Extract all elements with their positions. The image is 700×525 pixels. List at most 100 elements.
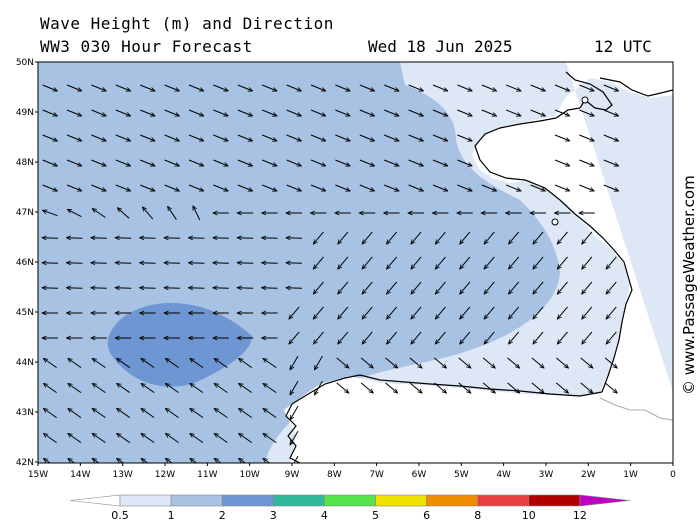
legend-label: 2 [219, 509, 226, 522]
wave-arrow [603, 134, 619, 141]
legend-label: 12 [573, 509, 587, 522]
wave-arrow [387, 281, 398, 294]
legend-swatch [170, 494, 223, 507]
island-dot [551, 218, 559, 226]
legend-high-arrow [579, 494, 630, 507]
wave-arrow [435, 281, 446, 294]
wave-arrow [313, 331, 324, 344]
wave-arrow [457, 184, 472, 191]
wave-arrow [43, 433, 57, 444]
wave-arrow [554, 109, 570, 116]
lat-label: 47N [16, 208, 34, 218]
wave-arrow [290, 380, 299, 395]
wave-arrow [580, 382, 593, 393]
wave-arrow [387, 256, 398, 269]
lat-label: 50N [16, 58, 34, 68]
coastline-channel [599, 77, 673, 97]
wave-arrow [286, 288, 303, 289]
wave-arrow [117, 433, 131, 444]
wave-arrow [286, 134, 302, 141]
legend-swatch [324, 494, 376, 507]
wave-arrow [68, 408, 82, 419]
wave-arrow [42, 134, 58, 141]
wave-arrow [359, 84, 375, 91]
legend-swatch [426, 494, 479, 507]
wave-arrow [66, 184, 82, 191]
wave-arrow [68, 433, 82, 444]
wave-arrow [314, 355, 323, 370]
legend-label: 6 [423, 509, 430, 522]
axis-ticks: 50N 49N 48N 47N 46N 45N 44N 43N 42N 15W 14W 13W 12W 1… [16, 58, 676, 480]
wave-arrow [262, 238, 278, 239]
wave-arrow [188, 134, 204, 141]
wave-arrow [214, 458, 222, 463]
wave-arrow [68, 358, 82, 369]
wave-arrow [66, 109, 82, 116]
wave-arrow [190, 383, 204, 394]
wave-arrow [359, 184, 375, 191]
wave-arrow [606, 306, 617, 319]
lat-label: 44N [16, 358, 34, 368]
wave-arrow [533, 331, 544, 344]
wave-arrow [359, 134, 375, 141]
wave-arrow [237, 184, 253, 191]
wave-arrow [213, 288, 229, 289]
wave-arrow [604, 357, 617, 368]
wave-arrow [335, 84, 350, 91]
wave-arrow [458, 357, 471, 368]
wave-arrow [68, 458, 76, 463]
wave-arrow [338, 281, 349, 294]
wave-arrow [362, 331, 373, 344]
wave-arrow [91, 263, 107, 264]
wave-arrow [384, 184, 399, 191]
wave-arrow [290, 430, 299, 445]
wave-arrow [384, 109, 399, 116]
wave-arrow [433, 382, 446, 393]
wave-arrow [484, 231, 495, 244]
wave-arrow [213, 159, 228, 166]
wave-arrow [557, 331, 568, 344]
wave-arrow [188, 263, 205, 264]
wave-arrow [239, 358, 253, 369]
wave-arrow [555, 357, 568, 368]
wave-arrow [557, 231, 568, 244]
wave-arrow [338, 256, 349, 269]
wave-arrow [481, 84, 497, 91]
wave-arrow [554, 84, 570, 91]
wave-arrow [262, 109, 277, 116]
wave-arrow [239, 433, 253, 444]
legend-label: 3 [270, 509, 277, 522]
wave-arrow [335, 109, 350, 116]
wave-arrow [165, 458, 173, 463]
wave-arrow [310, 159, 326, 166]
wave-arrow [262, 184, 277, 191]
wave-arrow [164, 184, 180, 191]
wave-arrow [115, 238, 132, 239]
wave-arrow [432, 159, 448, 166]
lon-label: 10W [239, 470, 259, 480]
wave-arrow [66, 263, 83, 264]
wave-arrow [239, 408, 253, 419]
wave-arrow [190, 408, 204, 419]
wave-arrow [213, 263, 229, 264]
wave-arrow [140, 84, 155, 91]
wave-arrow [92, 458, 100, 463]
wave-arrow [188, 159, 204, 166]
wave-arrow [263, 458, 271, 463]
wave-arrow [117, 358, 131, 369]
wave-arrow [582, 256, 593, 269]
wave-arrow [164, 159, 180, 166]
wave-arrow [141, 408, 155, 419]
wave-arrow [141, 458, 149, 463]
wave-arrow [335, 184, 350, 191]
wave-arrow [582, 331, 593, 344]
wave-arrow [43, 408, 57, 419]
wave-arrow [140, 263, 156, 264]
border-line [599, 397, 673, 421]
lon-label: 0 [670, 470, 676, 480]
forecast-time: 12 UTC [594, 37, 652, 56]
wave-arrow [67, 209, 82, 218]
chart-title-line-1: Wave Height (m) and Direction [40, 14, 334, 33]
wave-arrow [164, 84, 180, 91]
